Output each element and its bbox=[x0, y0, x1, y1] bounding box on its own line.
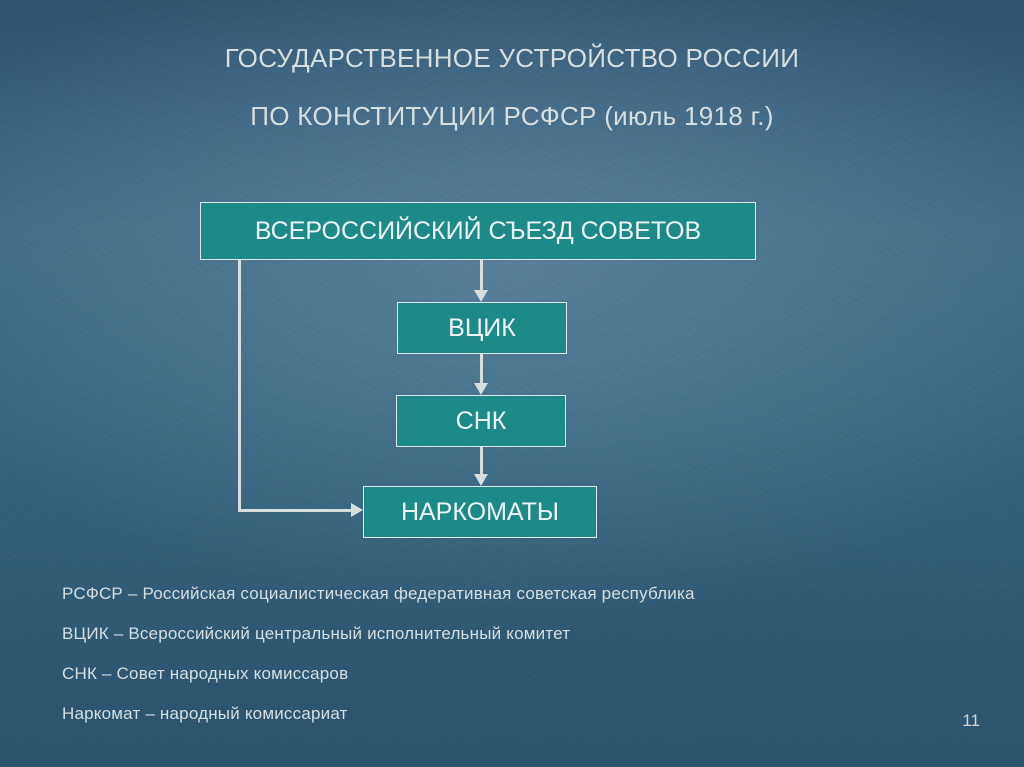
connector-stem bbox=[480, 354, 483, 383]
connector-side-horizontal bbox=[238, 509, 352, 512]
arrow-down-icon bbox=[474, 383, 488, 395]
connector-side-vertical bbox=[238, 260, 241, 512]
legend-line: СНК – Совет народных комиссаров bbox=[62, 664, 348, 684]
title-line-1: ГОСУДАРСТВЕННОЕ УСТРОЙСТВО РОССИИ bbox=[0, 42, 1024, 74]
node-congress: ВСЕРОССИЙСКИЙ СЪЕЗД СОВЕТОВ bbox=[200, 202, 756, 260]
connector-stem bbox=[480, 260, 483, 290]
node-label: СНК bbox=[456, 407, 507, 436]
title-line-2: ПО КОНСТИТУЦИИ РСФСР (июль 1918 г.) bbox=[0, 100, 1024, 132]
page-number: 11 bbox=[962, 711, 980, 731]
connector-stem bbox=[480, 447, 483, 474]
arrow-down-icon bbox=[474, 474, 488, 486]
node-narkomaty: НАРКОМАТЫ bbox=[363, 486, 597, 538]
node-label: ВЦИК bbox=[448, 314, 516, 343]
node-vtsik: ВЦИК bbox=[397, 302, 567, 354]
node-snk: СНК bbox=[396, 395, 566, 447]
legend-line: РСФСР – Российская социалистическая феде… bbox=[62, 584, 695, 604]
legend-line: Наркомат – народный комиссариат bbox=[62, 704, 348, 724]
node-label: НАРКОМАТЫ bbox=[401, 498, 559, 527]
legend-line: ВЦИК – Всероссийский центральный исполни… bbox=[62, 624, 570, 644]
arrow-down-icon bbox=[474, 290, 488, 302]
node-label: ВСЕРОССИЙСКИЙ СЪЕЗД СОВЕТОВ bbox=[255, 217, 701, 246]
slide: ГОСУДАРСТВЕННОЕ УСТРОЙСТВО РОССИИ ПО КОН… bbox=[0, 0, 1024, 767]
arrow-right-icon bbox=[351, 503, 363, 517]
